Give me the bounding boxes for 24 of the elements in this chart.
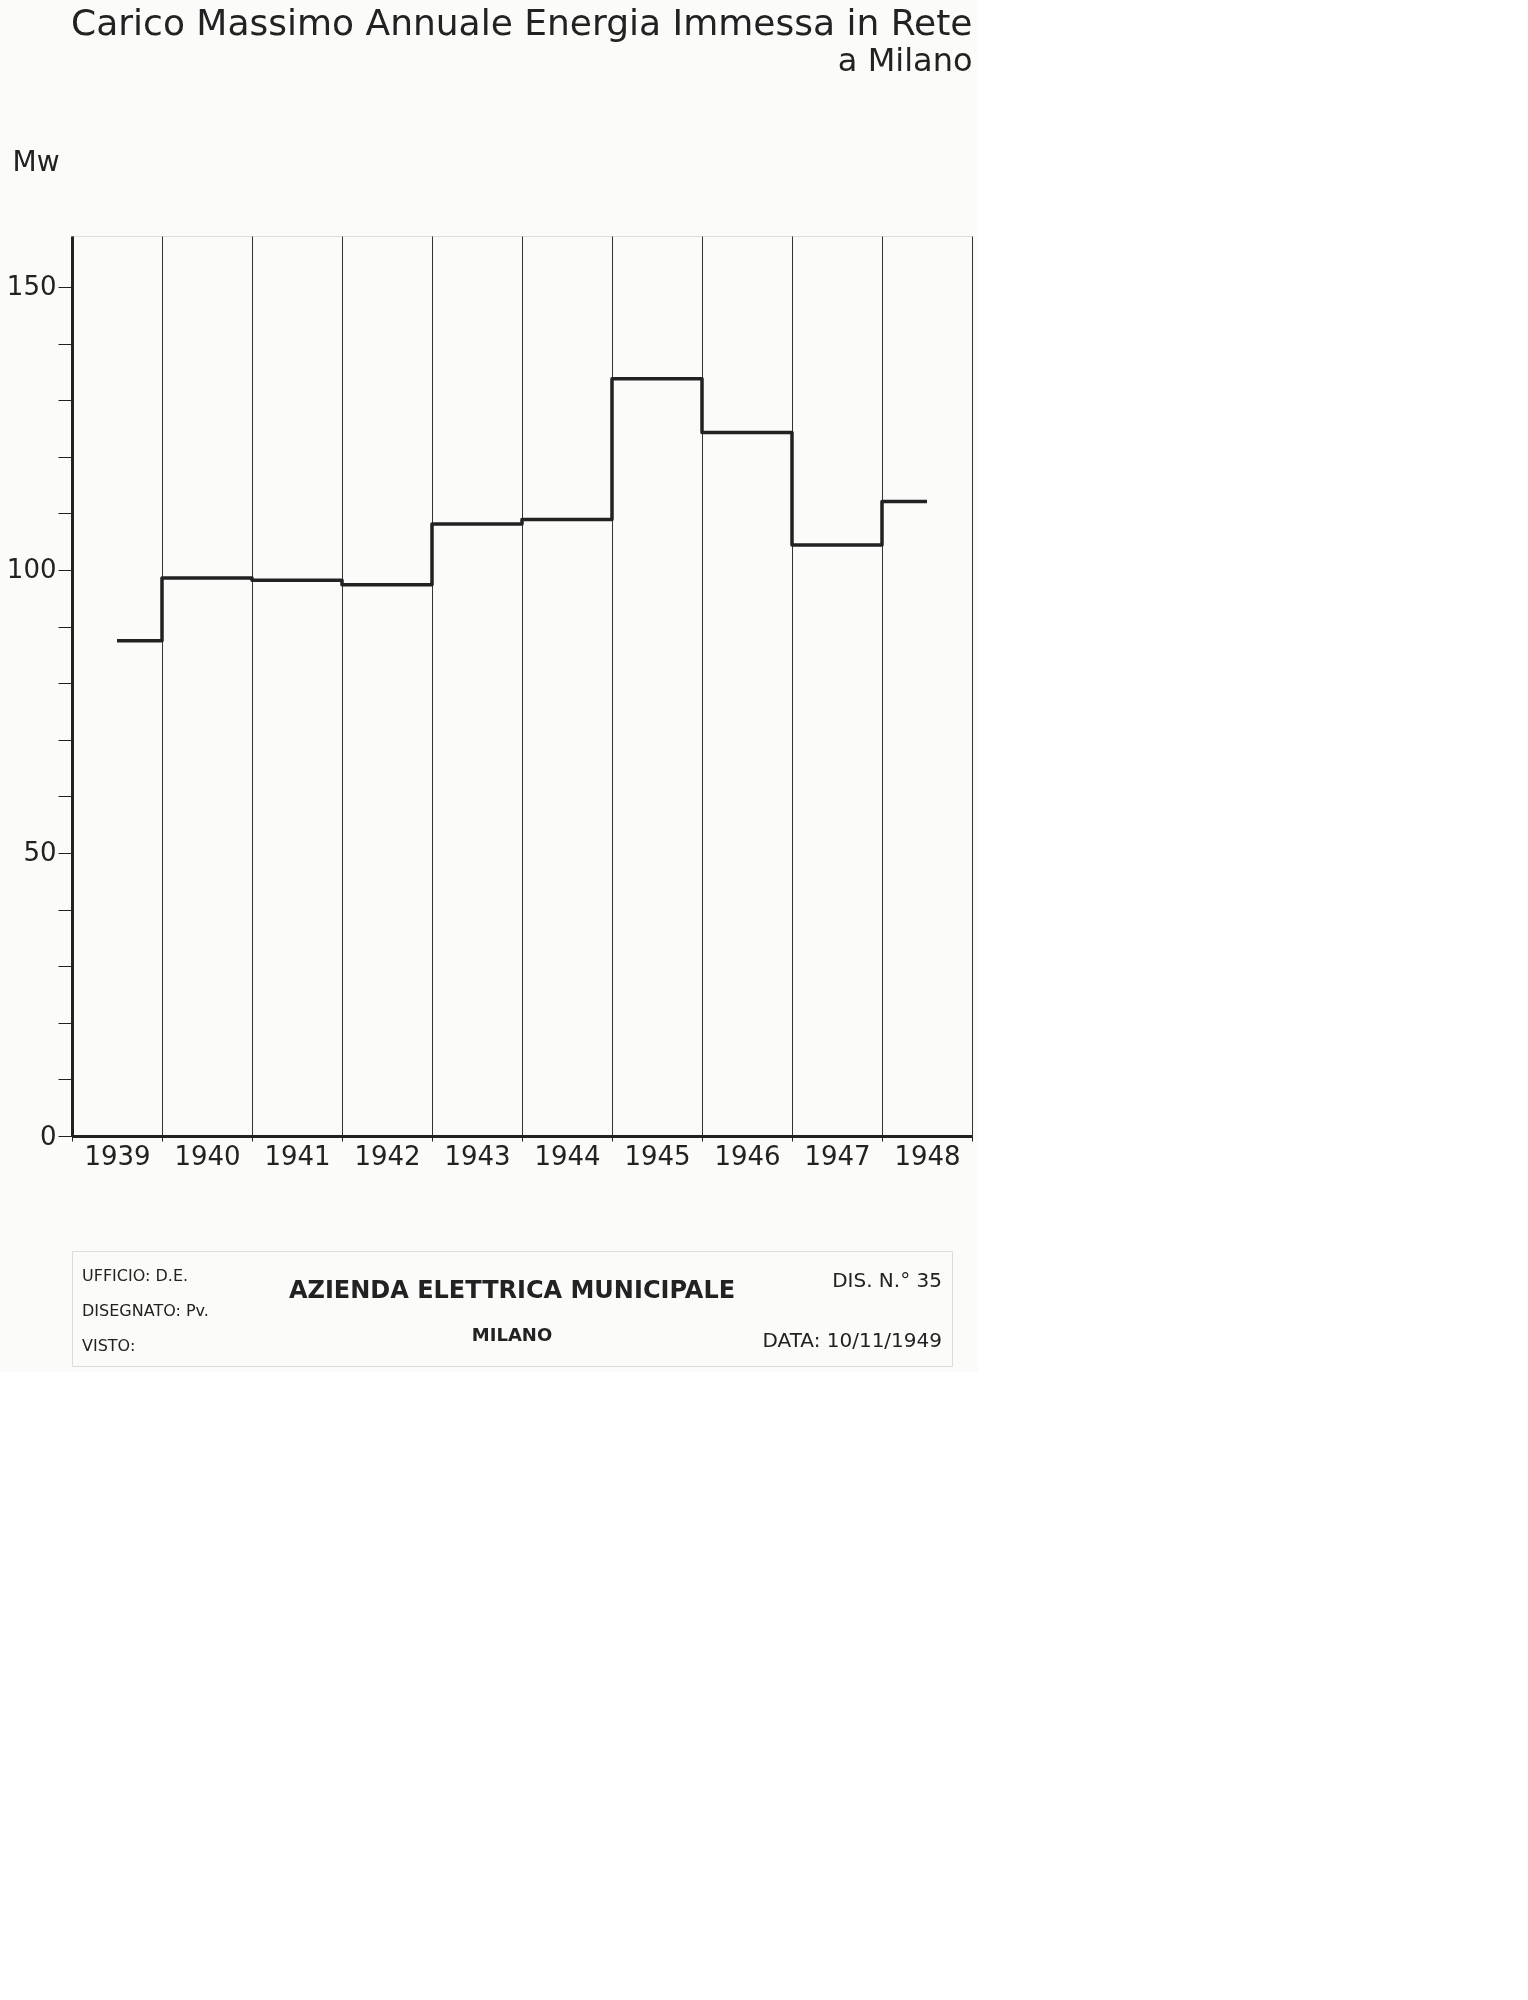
- x-tick-label: 1939: [84, 1140, 151, 1171]
- text: DISEGNATO: Pv.: [82, 1301, 209, 1320]
- x-tick-label: 1948: [894, 1140, 961, 1171]
- y-tick-label: 150: [6, 271, 57, 302]
- x-tick-label: 1946: [714, 1140, 781, 1171]
- y-tick-label: 100: [6, 554, 57, 585]
- x-tick-label: 1943: [444, 1140, 511, 1171]
- y-tick-label: 0: [39, 1120, 57, 1151]
- y-tick-label: 50: [23, 837, 57, 868]
- x-tick-label: 1944: [534, 1140, 601, 1171]
- text: DIS. N.° 35: [832, 1268, 942, 1292]
- text: DATA: 10/11/1949: [762, 1328, 942, 1352]
- x-tick-label: 1945: [624, 1140, 691, 1171]
- y-axis-title: Mw: [12, 144, 60, 178]
- x-tick-label: 1942: [354, 1140, 421, 1171]
- text: UFFICIO: D.E.: [82, 1266, 189, 1285]
- text: MILANO: [471, 1324, 553, 1345]
- x-tick-label: 1940: [174, 1140, 241, 1171]
- chart-subtitle: a Milano: [837, 41, 973, 79]
- x-tick-label: 1947: [804, 1140, 871, 1171]
- chart-title: Carico Massimo Annuale Energia Immessa in Rete: [71, 2, 973, 43]
- text: VISTO:: [82, 1336, 136, 1355]
- text: AZIENDA ELETTRICA MUNICIPALE: [288, 1276, 736, 1304]
- x-tick-label: 1941: [264, 1140, 331, 1171]
